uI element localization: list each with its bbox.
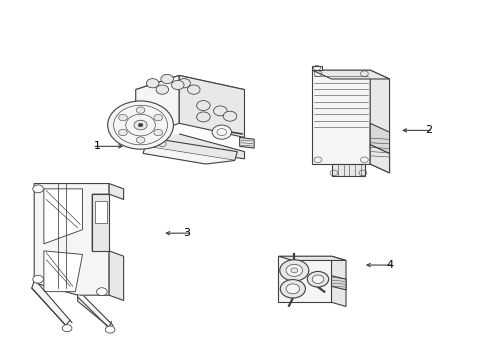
- Polygon shape: [136, 76, 179, 138]
- Circle shape: [33, 275, 43, 283]
- Circle shape: [161, 75, 173, 84]
- Polygon shape: [369, 123, 389, 153]
- Circle shape: [280, 280, 305, 298]
- Circle shape: [105, 326, 115, 333]
- Polygon shape: [136, 134, 244, 159]
- Circle shape: [212, 125, 231, 139]
- Text: 2: 2: [424, 125, 431, 135]
- Circle shape: [290, 268, 297, 273]
- Circle shape: [107, 101, 173, 149]
- Polygon shape: [311, 70, 389, 79]
- Polygon shape: [331, 276, 346, 290]
- Circle shape: [311, 275, 323, 283]
- Circle shape: [213, 106, 226, 116]
- Circle shape: [285, 264, 302, 276]
- Text: 3: 3: [183, 228, 190, 238]
- Circle shape: [136, 137, 144, 143]
- Circle shape: [187, 85, 200, 94]
- Circle shape: [154, 114, 162, 121]
- Polygon shape: [369, 145, 389, 173]
- Circle shape: [178, 78, 190, 88]
- Polygon shape: [92, 194, 109, 251]
- Polygon shape: [142, 146, 234, 164]
- Circle shape: [307, 271, 328, 287]
- Circle shape: [156, 85, 168, 94]
- Circle shape: [118, 129, 127, 136]
- Circle shape: [171, 80, 183, 90]
- Circle shape: [146, 78, 159, 88]
- Polygon shape: [311, 70, 369, 164]
- Circle shape: [154, 129, 162, 136]
- Polygon shape: [44, 251, 82, 292]
- Text: 1: 1: [93, 141, 101, 151]
- Polygon shape: [331, 256, 346, 306]
- Polygon shape: [95, 201, 106, 222]
- Circle shape: [196, 100, 210, 111]
- Circle shape: [96, 288, 107, 296]
- Text: 4: 4: [385, 260, 392, 270]
- Polygon shape: [239, 138, 254, 148]
- Polygon shape: [44, 189, 82, 244]
- Polygon shape: [278, 256, 331, 302]
- Circle shape: [33, 185, 43, 193]
- Polygon shape: [278, 256, 346, 260]
- Polygon shape: [179, 76, 244, 138]
- Polygon shape: [136, 76, 244, 104]
- Polygon shape: [331, 164, 365, 176]
- Polygon shape: [311, 66, 321, 70]
- Circle shape: [223, 111, 236, 121]
- Polygon shape: [369, 70, 389, 173]
- Circle shape: [118, 114, 127, 121]
- Circle shape: [62, 325, 72, 332]
- Polygon shape: [145, 138, 237, 161]
- Polygon shape: [109, 251, 123, 301]
- Circle shape: [136, 107, 144, 113]
- Polygon shape: [32, 281, 70, 325]
- Polygon shape: [34, 184, 109, 295]
- Polygon shape: [109, 184, 123, 199]
- Circle shape: [196, 112, 210, 122]
- Polygon shape: [78, 294, 111, 327]
- Circle shape: [138, 123, 142, 127]
- Circle shape: [279, 260, 308, 281]
- Circle shape: [134, 120, 147, 130]
- Circle shape: [285, 284, 299, 294]
